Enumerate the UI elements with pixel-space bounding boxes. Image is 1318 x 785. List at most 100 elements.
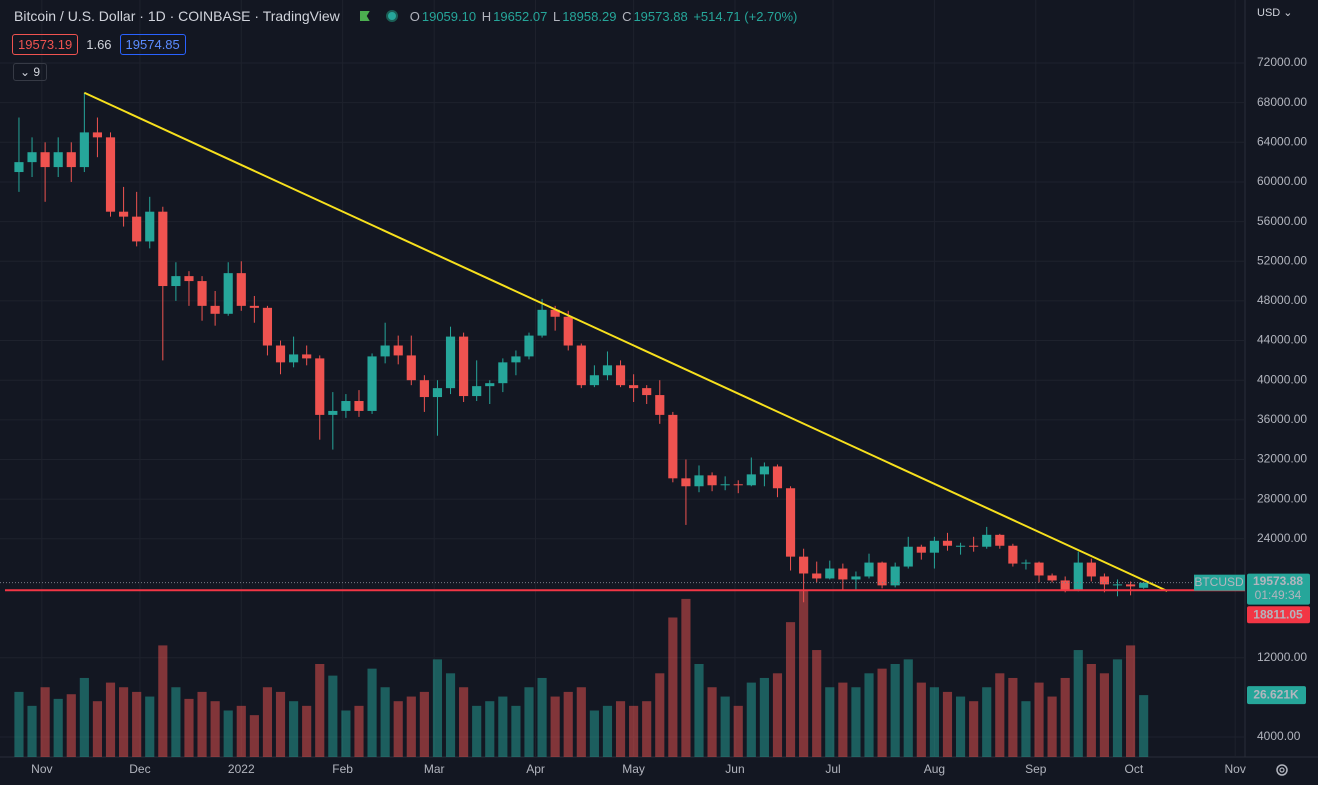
candle-body <box>445 336 456 389</box>
candle-body <box>1021 562 1031 564</box>
candle-body <box>223 273 233 314</box>
volume-bar <box>328 675 338 757</box>
candle-body <box>629 385 639 389</box>
volume-bar <box>459 687 469 757</box>
status-dot <box>385 10 398 22</box>
gear-ring <box>1276 764 1288 776</box>
y-tick-label: 24000.00 <box>1257 531 1307 545</box>
candle-body <box>197 281 207 306</box>
candle-body <box>249 305 259 308</box>
y-tick-label: 60000.00 <box>1257 174 1307 188</box>
close-value: 19573.88 <box>633 8 688 24</box>
volume-bar <box>720 696 730 757</box>
volume-bar <box>864 673 874 757</box>
candle-body <box>184 276 194 282</box>
volume-bar <box>576 687 586 757</box>
volume-bar <box>694 664 704 757</box>
volume-bar <box>890 664 900 757</box>
flag-icon[interactable] <box>359 11 370 21</box>
candle-body <box>1008 545 1018 564</box>
candle-body <box>942 540 953 546</box>
candle-body <box>929 540 939 553</box>
candle-body <box>537 309 547 336</box>
candle-body <box>890 566 900 586</box>
volume-bar <box>419 691 429 757</box>
volume-bar <box>772 673 783 757</box>
candle-body <box>785 488 796 557</box>
volume-bar <box>942 691 953 757</box>
candle-body <box>1099 576 1109 585</box>
candle-body <box>302 354 312 359</box>
spread: 1.66 <box>86 37 112 52</box>
change-value: +514.71 (+2.70%) <box>693 8 798 24</box>
y-tick-label: 68000.00 <box>1257 95 1307 109</box>
candle-body <box>419 380 429 398</box>
close-key: C <box>622 8 632 24</box>
volume-bar <box>642 701 652 757</box>
candle-body <box>315 358 325 415</box>
candle-body <box>459 336 469 397</box>
candle-body <box>289 354 299 363</box>
candle-body <box>210 305 220 314</box>
candle-body <box>275 345 286 363</box>
x-tick-label: Oct <box>1125 762 1144 776</box>
volume-bar <box>472 705 482 757</box>
candle-body <box>53 152 63 168</box>
volume-bar <box>1139 695 1149 757</box>
volume-bar <box>1047 696 1057 757</box>
open-value: 19059.10 <box>421 8 477 24</box>
candle-body <box>158 211 168 287</box>
candle-body <box>903 546 913 567</box>
x-tick-label: Sep <box>1025 762 1047 776</box>
y-tick-label: 56000.00 <box>1257 214 1307 228</box>
volume-bar <box>550 696 560 757</box>
y-tick-label: 44000.00 <box>1257 333 1307 347</box>
buy-price[interactable]: 19574.85 <box>119 34 186 55</box>
x-tick-label: Apr <box>526 762 545 776</box>
volume-bar <box>655 673 665 757</box>
last-price-label: 19573.88 <box>1253 574 1303 588</box>
volume-bar <box>969 701 979 757</box>
volume-bar <box>629 705 639 757</box>
currency-menu[interactable]: USD ⌄ <box>1257 7 1293 19</box>
candle-body <box>393 345 403 356</box>
volume-bar <box>602 705 613 757</box>
volume-bar <box>1086 664 1096 757</box>
volume-bar <box>302 705 312 757</box>
candle-body <box>236 273 246 306</box>
volume-bar <box>367 668 377 757</box>
volume-bar <box>746 682 756 757</box>
candle-body <box>877 562 887 586</box>
volume-bar <box>14 691 24 757</box>
ohlc: O 19059.10 H 19652.07 L 18958.29 C 19573.88 … <box>410 9 800 24</box>
symbol-title[interactable]: Bitcoin / U.S. Dollar · 1D · COINBASE · … <box>14 8 340 24</box>
open-key: O <box>409 8 420 24</box>
candle-body <box>655 395 665 415</box>
candle-body <box>969 545 979 547</box>
y-tick-label: 4000.00 <box>1257 729 1301 743</box>
volume-bar <box>275 691 286 757</box>
volume-bar <box>40 687 50 757</box>
indicator-count: 9 <box>33 65 41 79</box>
volume-bar <box>380 687 390 757</box>
candle-body <box>380 345 390 357</box>
sell-price[interactable]: 19573.19 <box>12 34 79 55</box>
candle-body <box>615 365 626 386</box>
candle-body <box>406 355 416 381</box>
settings-gear[interactable] <box>1276 764 1288 776</box>
candle-body <box>262 307 273 346</box>
indicators-toggle[interactable]: ⌄ 9 <box>13 63 48 81</box>
support-price-bg <box>1247 606 1310 624</box>
candle-body <box>1060 580 1070 591</box>
candle-body <box>1125 584 1136 587</box>
volume-bar <box>197 691 207 757</box>
volume-bar <box>393 701 403 757</box>
candle-body <box>720 484 730 486</box>
candle-body <box>838 568 848 580</box>
x-tick-label: 2022 <box>228 762 255 776</box>
candle-body <box>92 132 103 138</box>
x-tick-label: Aug <box>924 762 945 776</box>
candle-body <box>694 475 704 487</box>
volume-bar <box>1073 650 1083 757</box>
